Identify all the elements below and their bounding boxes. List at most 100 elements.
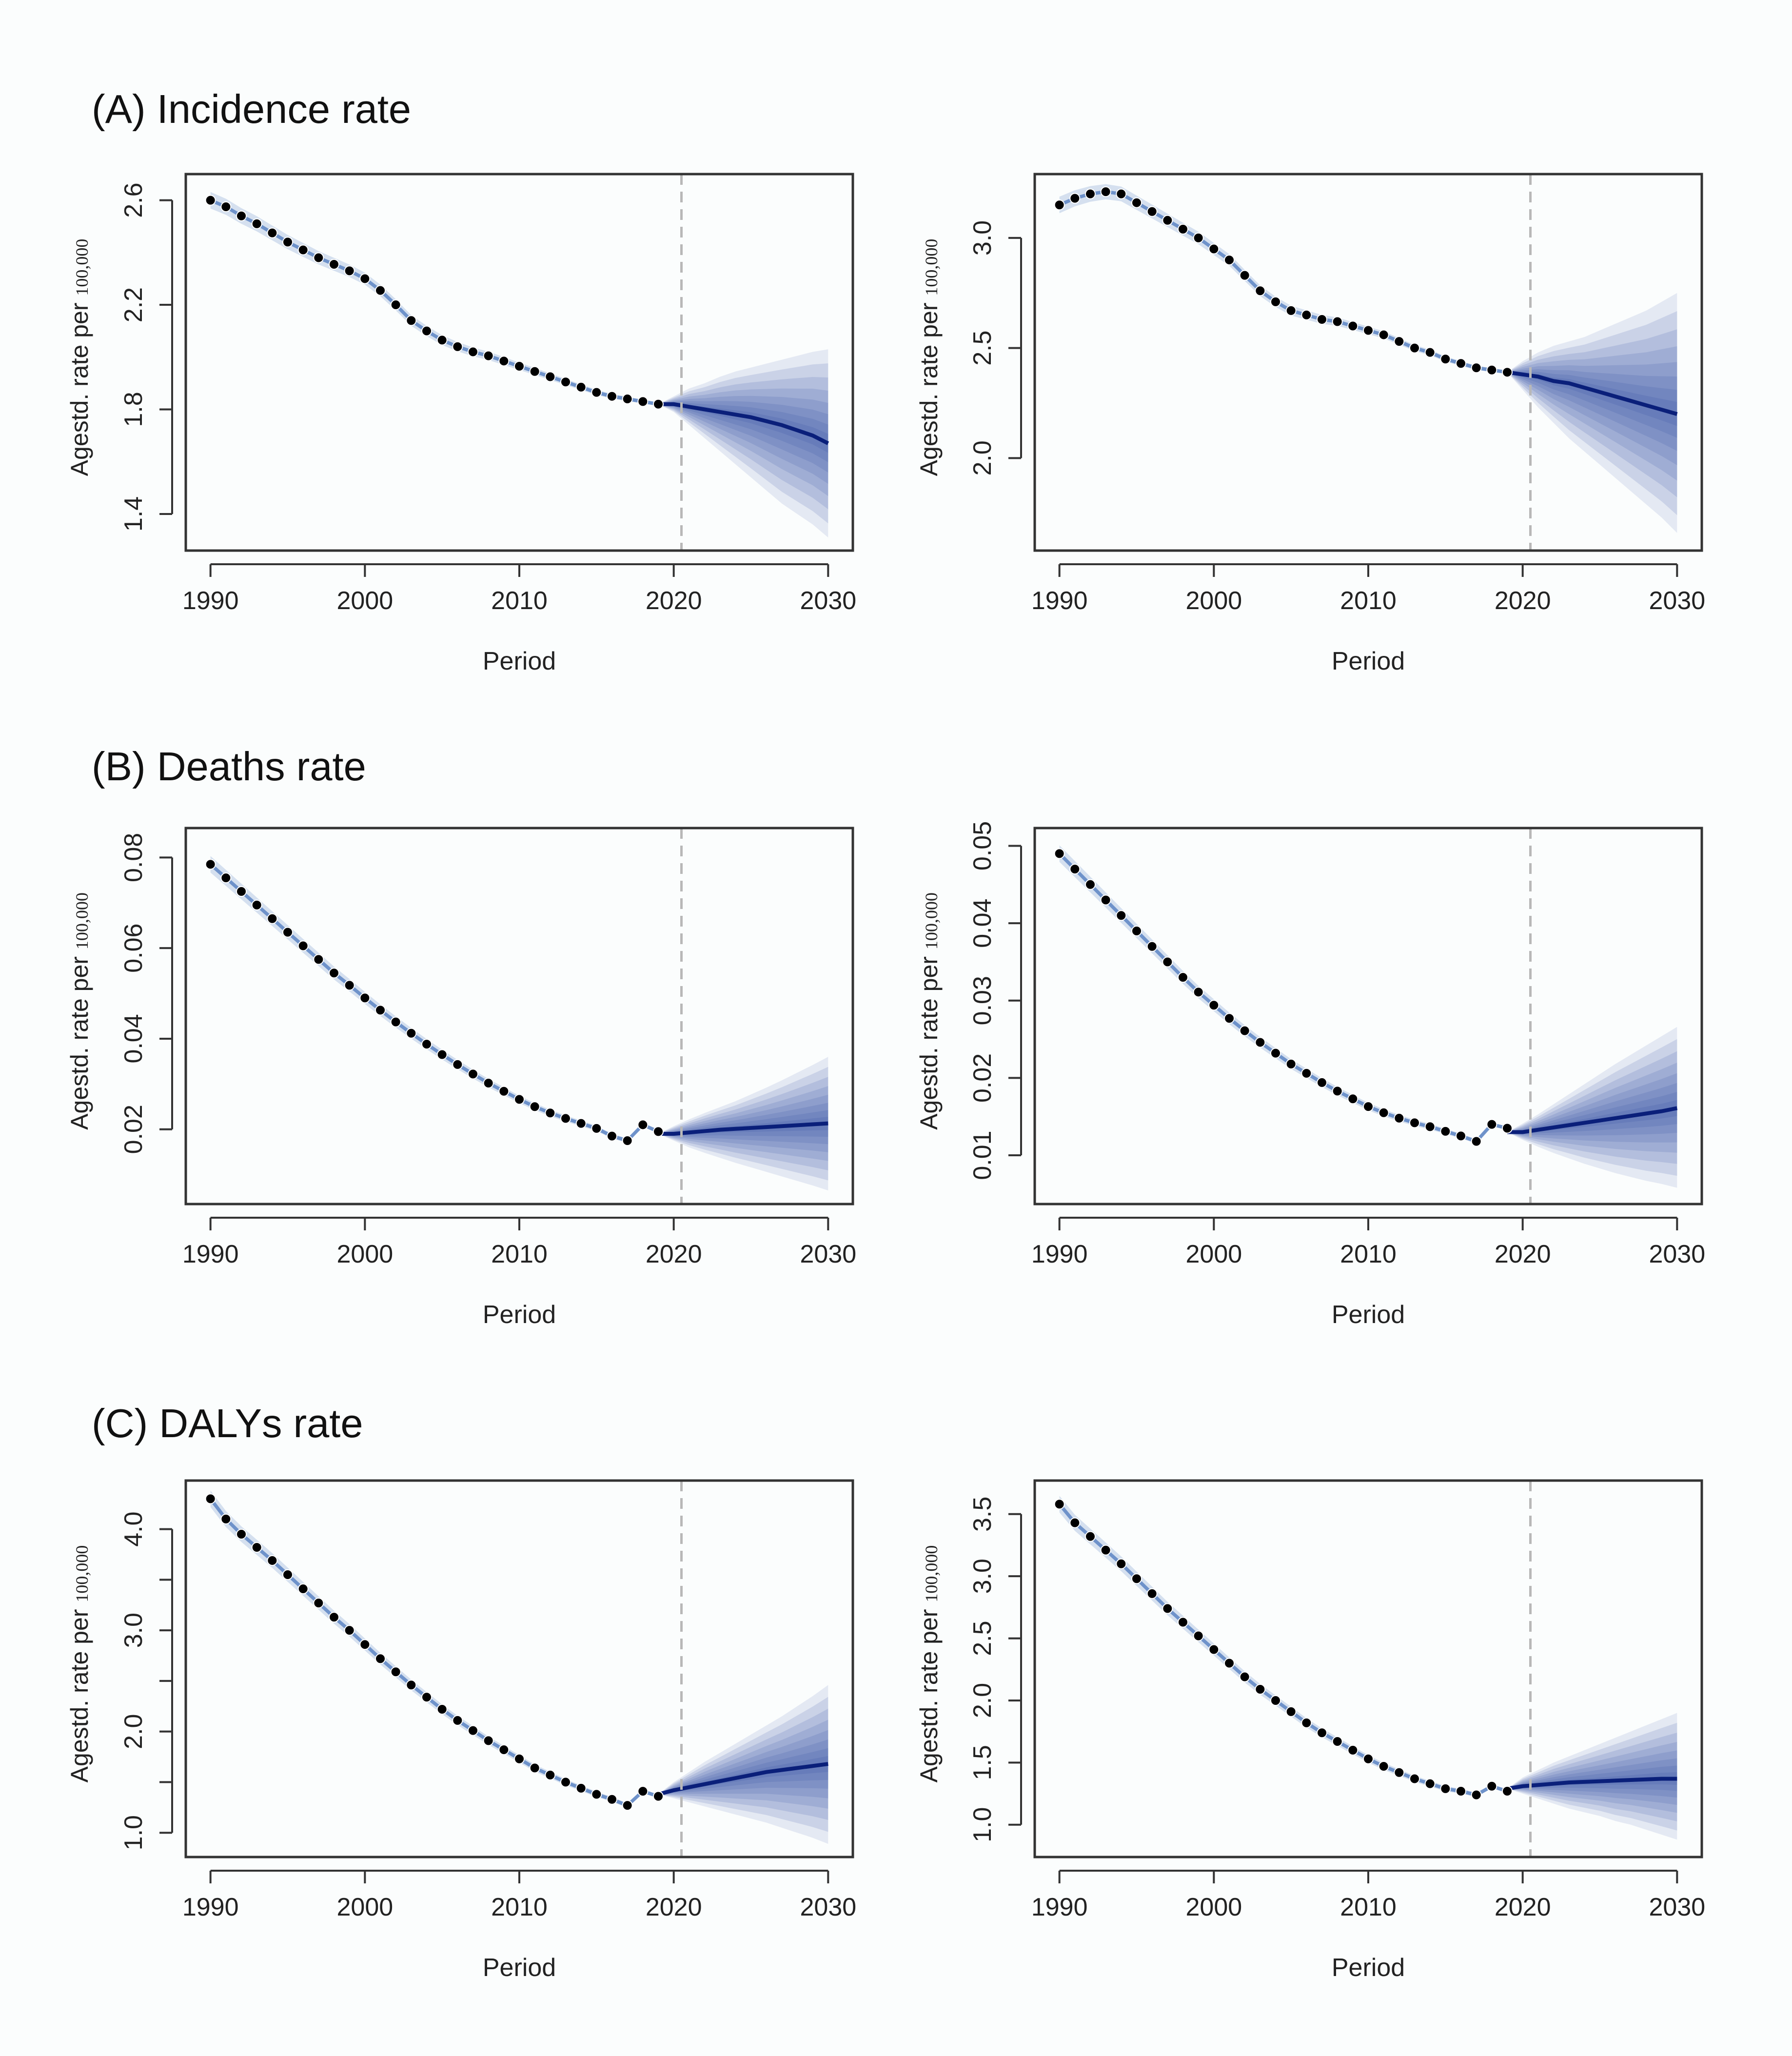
- observed-point: [436, 335, 448, 346]
- observed-point: [591, 1789, 602, 1800]
- observed-point: [1116, 188, 1127, 199]
- observed-point: [1332, 1086, 1343, 1097]
- observed-point: [1285, 1058, 1297, 1069]
- observed-point: [653, 1126, 664, 1137]
- forecast-band-3: [658, 1077, 828, 1170]
- forecast-band-6: [658, 1739, 828, 1795]
- plot-frame: [184, 173, 854, 552]
- observed-point: [1332, 316, 1343, 327]
- y-axis-title: Agestd. rate per 100,000: [66, 892, 93, 1130]
- x-axis: 1990 2000 2010 2020 2030 Period: [1031, 563, 1705, 675]
- observed-point: [607, 1794, 617, 1805]
- observed-point: [282, 927, 293, 938]
- y-tick-label: 1.5: [968, 1745, 997, 1780]
- x-tick-label: 2030: [1649, 587, 1705, 615]
- observed-point: [344, 1625, 355, 1636]
- observed-point: [390, 299, 401, 311]
- prediction-line: [1507, 1106, 1678, 1134]
- observed-point: [1409, 1773, 1420, 1784]
- forecast-band-6: [1507, 1758, 1677, 1798]
- y-axis-title: Agestd. rate per 100,000: [66, 1545, 93, 1783]
- observed-point: [1131, 1573, 1142, 1584]
- observed-point: [607, 1130, 617, 1142]
- y-axis-title-unit: 100,000: [922, 1545, 941, 1602]
- observed-point: [313, 252, 324, 263]
- forecast-band-5: [658, 395, 828, 484]
- section-title-a: (A) Incidence rate: [92, 86, 411, 132]
- observed-point: [1054, 199, 1065, 211]
- observed-point: [1317, 1727, 1327, 1739]
- x-tick-label: 2030: [800, 1893, 856, 1921]
- observed-point: [545, 1107, 556, 1119]
- x-tick-label: 1990: [182, 587, 239, 615]
- observed-point: [1208, 1000, 1220, 1011]
- observed-point: [1270, 1048, 1281, 1059]
- observed-point: [1409, 342, 1420, 354]
- observed-point: [251, 899, 262, 910]
- x-tick-label: 2020: [1495, 1893, 1551, 1921]
- panel-c-left: 1990 2000 2010 2020 2030 Period 1.0 2.0 3.0 4.0 Ag…: [66, 1479, 856, 1982]
- observed-point: [267, 913, 278, 924]
- observed-point: [1162, 215, 1173, 226]
- observed-point: [1394, 1112, 1405, 1124]
- observed-point: [1054, 848, 1065, 859]
- forecast-band-1: [658, 349, 828, 538]
- forecast-band-2: [1507, 1722, 1677, 1831]
- x-axis-title: Period: [483, 1301, 556, 1329]
- observed-point: [1178, 223, 1188, 235]
- observed-point: [514, 361, 525, 372]
- forecast-band-8: [1507, 1100, 1677, 1133]
- forecast-band-6: [658, 1103, 828, 1145]
- observed-point: [1456, 1785, 1466, 1797]
- observed-point: [1486, 1780, 1497, 1792]
- forecast-band-4: [1507, 1741, 1677, 1813]
- observed-point: [622, 1800, 633, 1811]
- panels-group: 1990 2000 2010 2020 2030 Period 1.4 1.8 2.2 2.6 Ag…: [66, 173, 1705, 1982]
- y-tick-label: 0.05: [968, 821, 997, 870]
- observed-point: [591, 1123, 602, 1134]
- observed-point: [653, 1791, 664, 1802]
- observed-point: [297, 1583, 309, 1595]
- forecast-band-3: [1507, 329, 1677, 497]
- observed-point: [205, 195, 216, 206]
- observed-point: [1085, 1531, 1096, 1542]
- observed-point: [483, 1735, 494, 1746]
- observed-point: [452, 341, 463, 352]
- y-axis: 0.01 0.02 0.03 0.04 0.05 Agestd. rate per 100…: [915, 821, 1022, 1180]
- x-axis: 1990 2000 2010 2020 2030 Period: [182, 1217, 856, 1329]
- observed-point: [1347, 320, 1359, 332]
- observed-point: [1224, 1658, 1235, 1669]
- observed-point: [251, 218, 262, 229]
- observed-point: [622, 394, 633, 405]
- section-title-b: (B) Deaths rate: [92, 744, 366, 789]
- fitted-band: [210, 1490, 659, 1808]
- forecast-band-1: [1507, 1027, 1677, 1188]
- x-tick-label: 2000: [1185, 1893, 1242, 1921]
- observed-point: [1285, 305, 1297, 316]
- observed-point: [468, 1068, 478, 1080]
- forecast-band-3: [1507, 1051, 1677, 1164]
- observed-point: [267, 1555, 278, 1566]
- y-tick-label: 3.0: [968, 220, 997, 256]
- observed-point: [1146, 1588, 1158, 1599]
- observed-point: [468, 346, 478, 357]
- observed-point: [1440, 1783, 1451, 1794]
- observed-point: [1178, 972, 1188, 983]
- observed-point: [529, 366, 540, 377]
- observed-point: [1131, 925, 1142, 936]
- observed-point: [220, 872, 232, 884]
- y-tick-label: 0.04: [119, 1014, 148, 1063]
- observed-point: [1363, 1101, 1374, 1112]
- fitted-line: [1058, 852, 1508, 1144]
- forecast-band-8: [1507, 372, 1677, 426]
- y-axis-title: Agestd. rate per 100,000: [915, 892, 943, 1130]
- observed-point: [1409, 1117, 1420, 1128]
- y-tick-label: 3.5: [968, 1497, 997, 1532]
- y-tick-label: 0.06: [119, 924, 148, 973]
- observed-point: [205, 859, 216, 870]
- x-tick-label: 2010: [1340, 1240, 1397, 1268]
- observed-point: [637, 1786, 649, 1797]
- y-axis: 1.0 1.5 2.0 2.5 3.0 3.5 Agestd. rate per 100,0…: [915, 1497, 1022, 1842]
- observed-point: [1301, 1717, 1312, 1728]
- y-axis-title-main: Agestd. rate per: [915, 296, 943, 476]
